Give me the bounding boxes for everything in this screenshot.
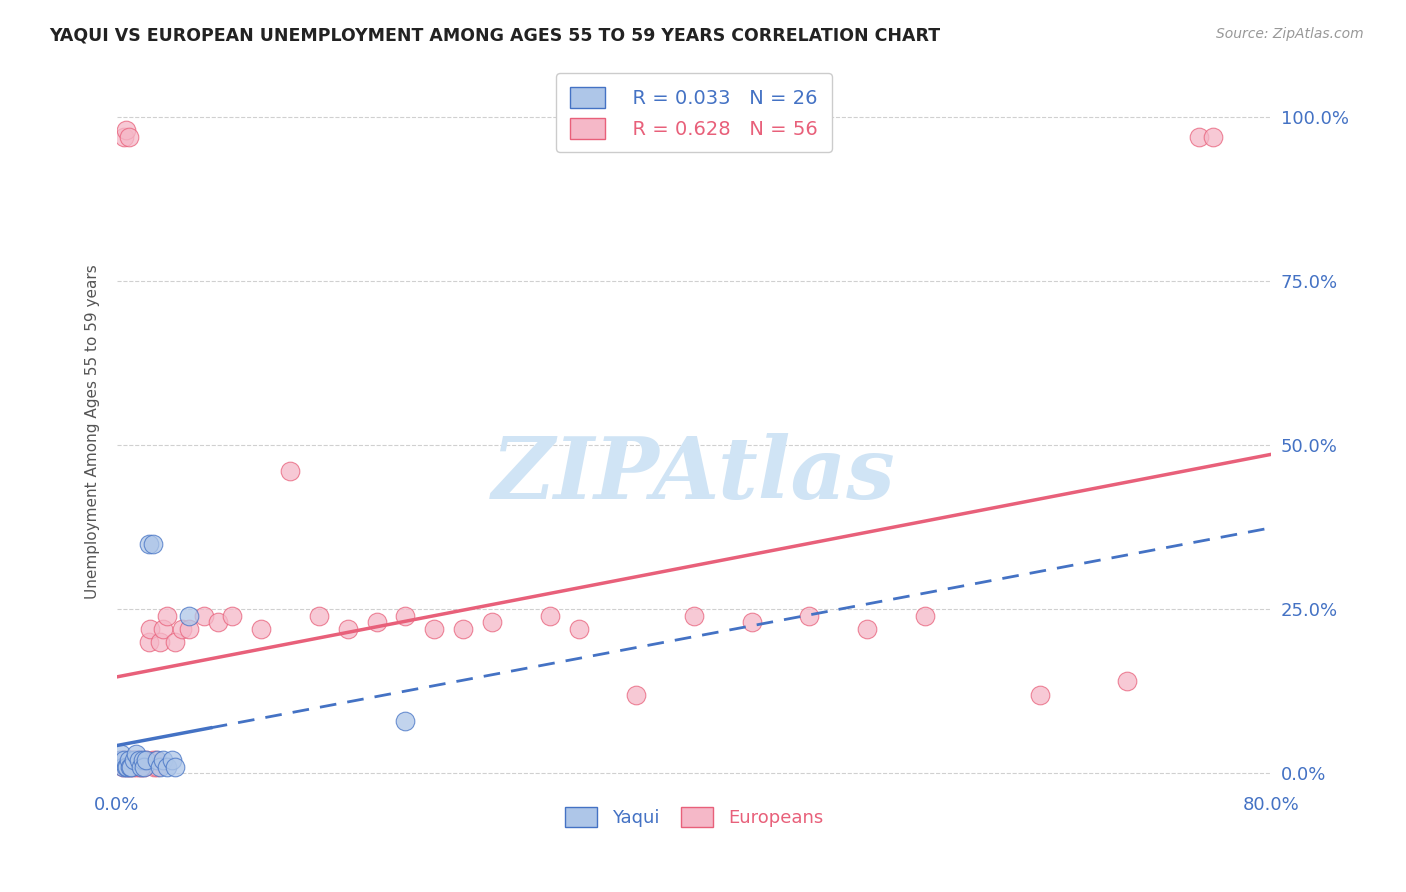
Point bbox=[1188, 129, 1211, 144]
Point bbox=[163, 760, 186, 774]
Point bbox=[112, 753, 135, 767]
Legend: Yaqui, Europeans: Yaqui, Europeans bbox=[558, 800, 831, 834]
Point bbox=[124, 753, 146, 767]
Point bbox=[152, 753, 174, 767]
Point bbox=[177, 608, 200, 623]
Point bbox=[138, 635, 160, 649]
Point bbox=[120, 760, 142, 774]
Point bbox=[394, 714, 416, 728]
Point bbox=[156, 608, 179, 623]
Point bbox=[121, 760, 143, 774]
Point bbox=[143, 760, 166, 774]
Point bbox=[152, 622, 174, 636]
Point bbox=[177, 622, 200, 636]
Point bbox=[110, 747, 132, 761]
Point bbox=[114, 760, 136, 774]
Point bbox=[120, 753, 142, 767]
Point bbox=[146, 753, 169, 767]
Point bbox=[366, 615, 388, 630]
Text: Source: ZipAtlas.com: Source: ZipAtlas.com bbox=[1216, 27, 1364, 41]
Point bbox=[117, 753, 139, 767]
Point bbox=[221, 608, 243, 623]
Point bbox=[127, 753, 149, 767]
Point bbox=[145, 753, 167, 767]
Point bbox=[170, 622, 193, 636]
Point bbox=[118, 760, 141, 774]
Point bbox=[134, 760, 156, 774]
Point bbox=[114, 123, 136, 137]
Point bbox=[142, 536, 165, 550]
Point bbox=[451, 622, 474, 636]
Point bbox=[149, 760, 172, 774]
Point bbox=[146, 760, 169, 774]
Point bbox=[139, 622, 162, 636]
Point bbox=[112, 753, 135, 767]
Point bbox=[129, 753, 152, 767]
Point bbox=[117, 129, 139, 144]
Point bbox=[568, 622, 591, 636]
Point bbox=[856, 622, 879, 636]
Point bbox=[108, 753, 131, 767]
Text: ZIPAtlas: ZIPAtlas bbox=[492, 433, 896, 516]
Point bbox=[481, 615, 503, 630]
Point bbox=[799, 608, 821, 623]
Point bbox=[394, 608, 416, 623]
Point bbox=[135, 753, 157, 767]
Point bbox=[250, 622, 273, 636]
Point bbox=[142, 753, 165, 767]
Point bbox=[138, 536, 160, 550]
Y-axis label: Unemployment Among Ages 55 to 59 years: Unemployment Among Ages 55 to 59 years bbox=[86, 265, 100, 599]
Point bbox=[156, 760, 179, 774]
Point bbox=[128, 753, 150, 767]
Point bbox=[423, 622, 446, 636]
Point bbox=[207, 615, 229, 630]
Point bbox=[115, 760, 138, 774]
Point bbox=[1202, 129, 1225, 144]
Point bbox=[914, 608, 936, 623]
Point bbox=[112, 129, 135, 144]
Point bbox=[1029, 688, 1052, 702]
Point bbox=[131, 760, 153, 774]
Point bbox=[741, 615, 763, 630]
Point bbox=[131, 760, 153, 774]
Text: YAQUI VS EUROPEAN UNEMPLOYMENT AMONG AGES 55 TO 59 YEARS CORRELATION CHART: YAQUI VS EUROPEAN UNEMPLOYMENT AMONG AGE… bbox=[49, 27, 941, 45]
Point bbox=[128, 760, 150, 774]
Point bbox=[278, 464, 301, 478]
Point bbox=[336, 622, 359, 636]
Point bbox=[115, 760, 138, 774]
Point bbox=[134, 760, 156, 774]
Point bbox=[160, 753, 183, 767]
Point bbox=[1115, 674, 1137, 689]
Point bbox=[125, 760, 148, 774]
Point bbox=[132, 753, 155, 767]
Point bbox=[308, 608, 330, 623]
Point bbox=[110, 753, 132, 767]
Point bbox=[124, 753, 146, 767]
Point bbox=[538, 608, 561, 623]
Point bbox=[135, 753, 157, 767]
Point bbox=[117, 753, 139, 767]
Point bbox=[132, 753, 155, 767]
Point bbox=[163, 635, 186, 649]
Point bbox=[683, 608, 706, 623]
Point bbox=[626, 688, 648, 702]
Point bbox=[111, 760, 134, 774]
Point bbox=[125, 747, 148, 761]
Point bbox=[111, 760, 134, 774]
Point bbox=[149, 635, 172, 649]
Point bbox=[118, 760, 141, 774]
Point bbox=[193, 608, 215, 623]
